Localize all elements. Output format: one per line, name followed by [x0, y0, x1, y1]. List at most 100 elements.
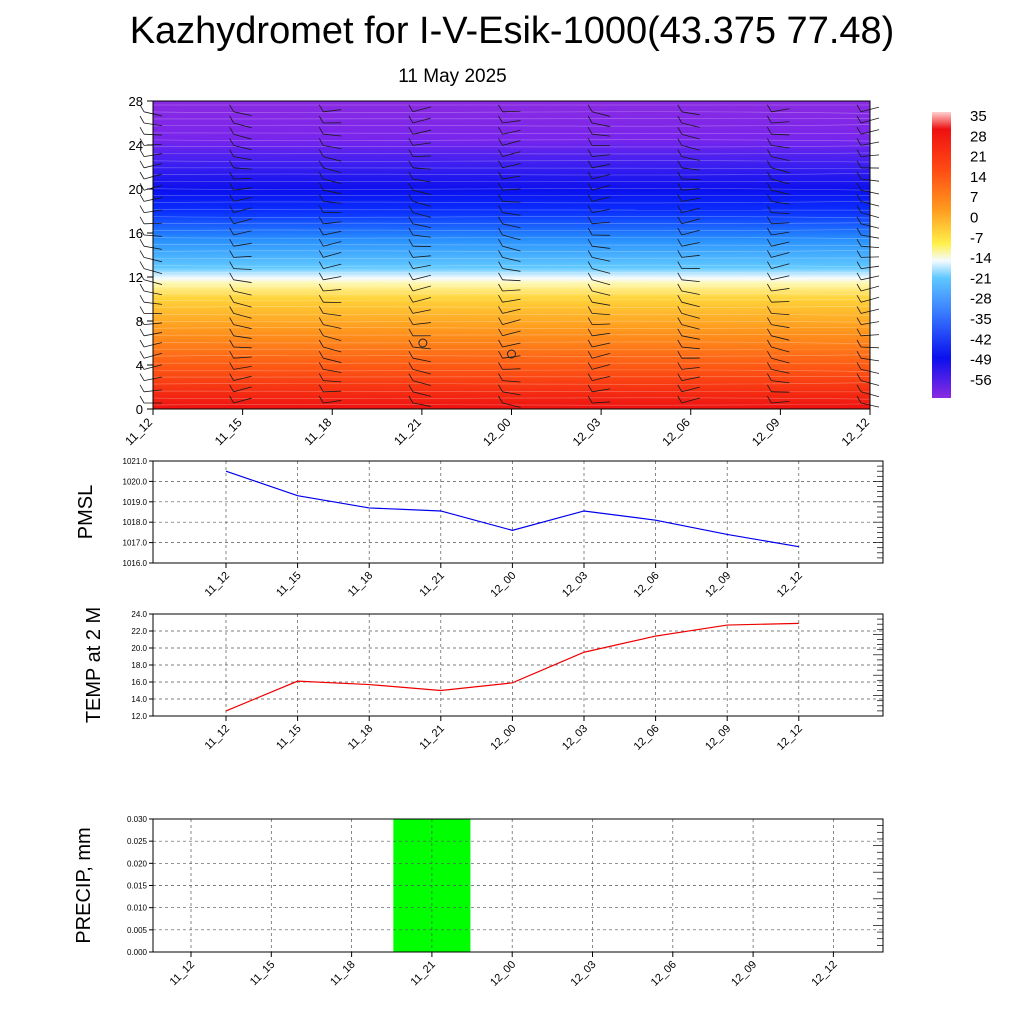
- wind-barb: [681, 188, 700, 191]
- wind-barb-flag: [408, 239, 414, 247]
- wind-barb-flag: [856, 261, 862, 269]
- wind-barb-flag: [498, 261, 503, 269]
- wind-barb: [412, 117, 431, 124]
- wind-barb: [771, 108, 790, 113]
- colorbar-label: -49: [970, 352, 992, 369]
- y-tick-label: 0.000: [127, 948, 148, 957]
- x-tick-label: 11_21: [408, 959, 438, 989]
- y-tick-label: 1020.0: [123, 477, 148, 486]
- wind-barb-flag: [677, 373, 683, 381]
- wind-barb: [412, 223, 431, 229]
- wind-barb-flag: [767, 239, 772, 247]
- wind-barb: [323, 289, 342, 292]
- wind-barb: [323, 390, 342, 393]
- wind-barb-flag: [139, 395, 145, 404]
- wind-barb: [412, 106, 431, 113]
- y-tick-label: 14.0: [131, 695, 147, 704]
- colorbar-label: -42: [970, 331, 992, 348]
- wind-barb-flag: [677, 216, 683, 224]
- wind-barb-flag: [767, 194, 772, 202]
- wind-barb-flag: [498, 239, 503, 247]
- wind-barb-flag: [139, 115, 145, 124]
- wind-barb-flag: [856, 160, 862, 168]
- wind-barb-flag: [587, 328, 593, 336]
- panel-bg: [153, 461, 883, 563]
- wind-barb: [771, 189, 790, 195]
- x-tick-label: 11_18: [346, 570, 376, 600]
- wind-barb-flag: [408, 317, 414, 325]
- wind-barb-flag: [587, 250, 593, 258]
- wind-barb: [412, 380, 431, 386]
- wind-barb-flag: [408, 183, 414, 191]
- wind-barb-flag: [498, 183, 503, 191]
- y-tick-label: 4: [136, 358, 143, 373]
- contour-line: [152, 249, 871, 253]
- wind-barb-flag: [139, 328, 145, 336]
- wind-barb-flag: [498, 115, 503, 124]
- y-tick-label: 0.020: [127, 859, 148, 868]
- x-tick-label: 12_06: [659, 415, 693, 449]
- wind-barb-flag: [767, 183, 772, 191]
- wind-barb: [681, 229, 700, 236]
- wind-barb-flag: [139, 351, 145, 359]
- wind-barb-flag: [587, 395, 593, 404]
- x-tick-label: 12_03: [560, 570, 590, 600]
- wind-barb-flag: [767, 171, 772, 180]
- wind-barb: [771, 133, 790, 136]
- wind-barb-flag: [498, 149, 503, 157]
- colorbar-label: 14: [970, 169, 987, 186]
- wind-barb: [502, 380, 521, 383]
- x-tick-label: 11_21: [417, 723, 447, 753]
- wind-barb-flag: [318, 272, 324, 280]
- x-tick-label: 11_12: [122, 415, 155, 448]
- wind-barb-flag: [408, 115, 414, 124]
- y-tick-label: 0.025: [127, 837, 148, 846]
- wind-barb: [502, 268, 521, 272]
- wind-barb-flag: [767, 384, 772, 392]
- wind-barb-flag: [856, 339, 862, 348]
- wind-barb-flag: [856, 227, 862, 236]
- wind-barb: [502, 279, 521, 282]
- wind-barb: [771, 301, 790, 303]
- wind-barb-flag: [767, 127, 772, 135]
- wind-barb-flag: [856, 171, 862, 180]
- wind-barb-flag: [677, 328, 683, 336]
- wind-barb-flag: [587, 104, 593, 112]
- wind-barb-flag: [408, 227, 414, 236]
- wind-barb: [502, 188, 521, 191]
- wind-barb: [771, 167, 790, 174]
- wind-barb-flag: [677, 104, 683, 112]
- wind-barb-flag: [408, 395, 414, 404]
- wind-barb: [412, 155, 431, 157]
- x-tick-label: 11_18: [328, 959, 358, 989]
- wind-barb-flag: [318, 127, 324, 135]
- wind-barb-flag: [318, 250, 324, 258]
- wind-barb-flag: [677, 362, 683, 370]
- wind-barb: [502, 175, 521, 180]
- contour-line: [152, 139, 871, 142]
- wind-barb-flag: [408, 351, 414, 359]
- wind-barb-flag: [767, 205, 772, 213]
- colorbar-label: -28: [970, 291, 992, 308]
- temp-panel: 12.0 14.0 16.0 18.0 20.0 22.0 24.0 11_12 11_15 11…: [83, 607, 884, 753]
- wind-barb: [771, 121, 790, 124]
- wind-barb-flag: [677, 261, 683, 269]
- wind-barb: [323, 357, 342, 363]
- wind-barb-flag: [677, 306, 683, 314]
- wind-barb: [233, 145, 252, 151]
- wind-barb: [233, 177, 252, 180]
- wind-barb-flag: [587, 306, 593, 314]
- wind-barb: [502, 257, 521, 262]
- wind-barb-flag: [767, 250, 772, 258]
- calm-wind-marker: [418, 338, 428, 348]
- wind-barb: [681, 111, 700, 116]
- y-tick-label: 16.0: [131, 678, 147, 687]
- wind-barb: [233, 197, 252, 202]
- wind-barb-flag: [856, 362, 862, 370]
- wind-barb-flag: [229, 261, 234, 269]
- wind-barb: [592, 323, 611, 325]
- wind-barb-flag: [587, 149, 593, 157]
- wind-barb-flag: [139, 183, 145, 191]
- precip-panel: 0.000 0.005 0.010 0.015 0.020 0.025 0.030 11_12…: [73, 815, 884, 989]
- wind-barb-flag: [856, 395, 862, 404]
